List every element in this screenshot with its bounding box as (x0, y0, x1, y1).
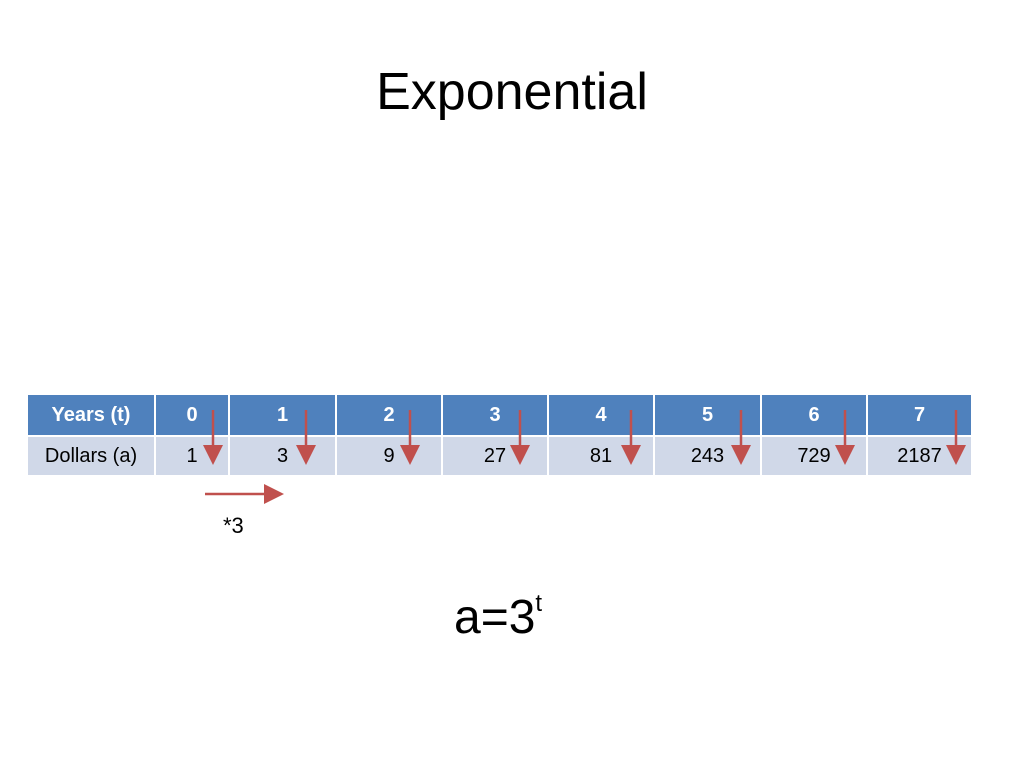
multiplier-note: *3 (223, 513, 244, 538)
header-cell: 1 (228, 393, 337, 437)
header-row: Years (t) 0 1 2 3 4 5 6 7 (26, 393, 973, 437)
data-row: Dollars (a) 1 3 9 27 81 243 729 2187 (26, 435, 973, 477)
data-cell: 3 (228, 435, 337, 477)
data-cell: 27 (441, 435, 549, 477)
slide-title: Exponential (376, 63, 648, 121)
data-table: Years (t) 0 1 2 3 4 5 6 7 Dollars (a) 1 3 9 27 81 243 7… (26, 393, 973, 477)
formula-base: a=3 (454, 591, 536, 644)
data-cell: 1 (154, 435, 230, 477)
data-cell: 9 (335, 435, 443, 477)
header-cell: 5 (653, 393, 762, 437)
header-cell: 4 (547, 393, 655, 437)
data-cell: Dollars (a) (26, 435, 156, 477)
arrows (203, 410, 966, 504)
header-cell: 0 (154, 393, 230, 437)
header-cell: Years (t) (26, 393, 156, 437)
header-cell: 2 (335, 393, 443, 437)
formula-exponent: t (535, 590, 543, 617)
formula: a=3t (454, 590, 542, 645)
header-cell: 6 (760, 393, 868, 437)
header-cell: 3 (441, 393, 549, 437)
